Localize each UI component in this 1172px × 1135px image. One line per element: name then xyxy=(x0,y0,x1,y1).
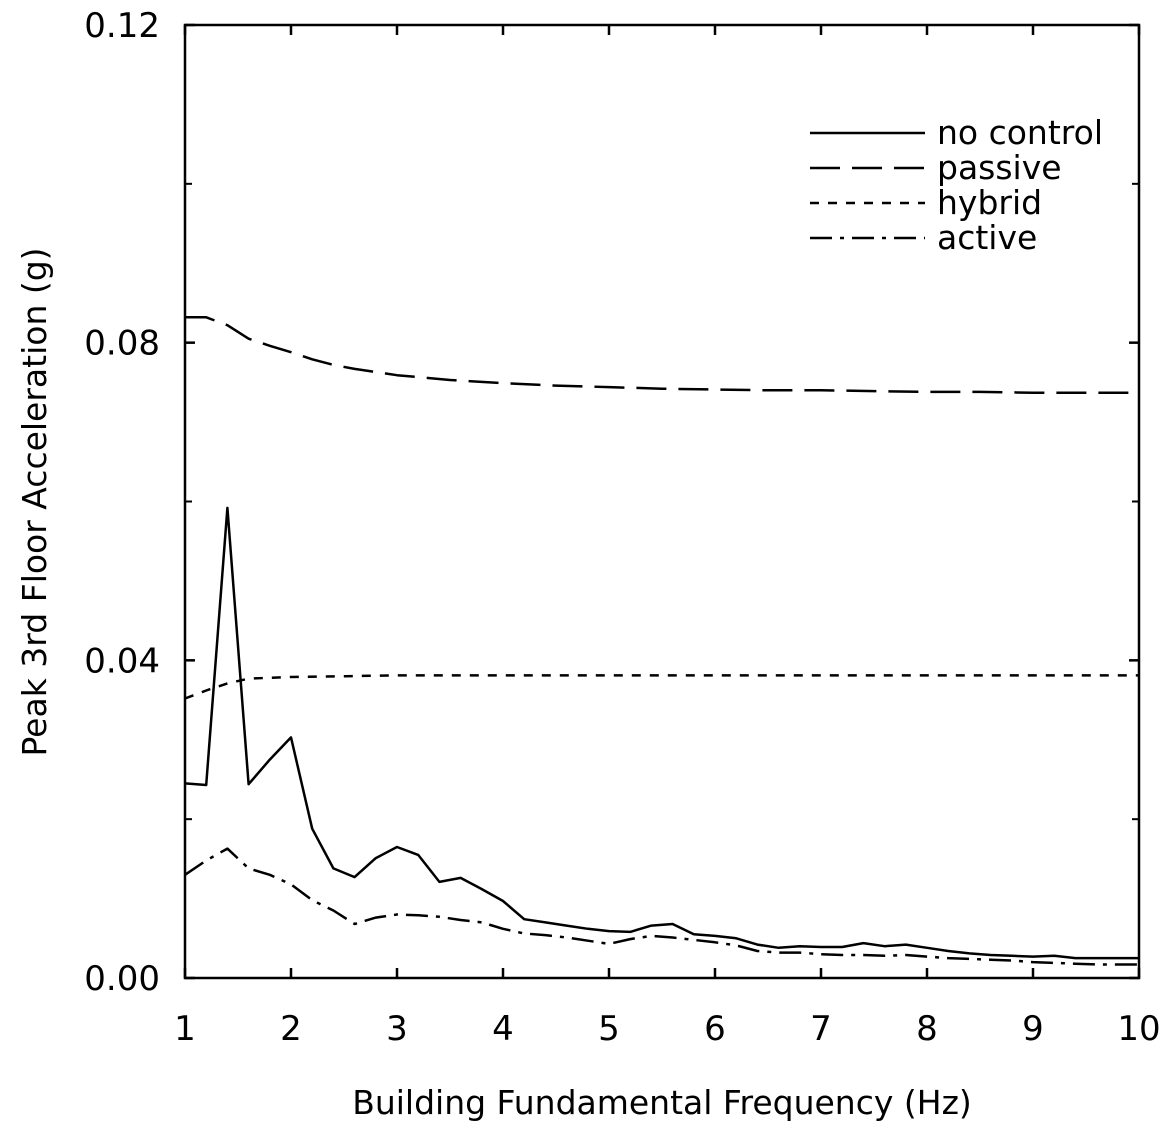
x-tick-label: 3 xyxy=(386,1009,408,1049)
legend-label-active: active xyxy=(937,218,1037,257)
y-tick-label: 0.08 xyxy=(84,324,160,364)
series-layer xyxy=(184,316,1139,966)
series-line-no-control xyxy=(184,506,1139,960)
legend-label-hybrid: hybrid xyxy=(937,183,1042,222)
x-tick-label: 6 xyxy=(704,1009,726,1049)
x-tick-label: 2 xyxy=(280,1009,302,1049)
x-tick-label: 4 xyxy=(492,1009,514,1049)
x-tick-label: 10 xyxy=(1117,1009,1160,1049)
series-line-hybrid xyxy=(184,674,1139,700)
x-tick-label: 1 xyxy=(174,1009,196,1049)
y-tick-label: 0.12 xyxy=(84,6,160,46)
y-axis-title: Peak 3rd Floor Acceleration (g) xyxy=(15,247,54,756)
x-axis-title: Building Fundamental Frequency (Hz) xyxy=(352,1083,972,1122)
series-line-passive xyxy=(185,316,1139,394)
x-tick-label: 9 xyxy=(1022,1009,1044,1049)
x-tick-label: 8 xyxy=(916,1009,938,1049)
x-tick-label: 5 xyxy=(598,1009,620,1049)
legend-label-passive: passive xyxy=(937,148,1062,187)
y-tick-label: 0.04 xyxy=(84,641,160,681)
legend-label-no-control: no control xyxy=(937,113,1103,152)
x-tick-label: 7 xyxy=(810,1009,832,1049)
ticks-layer: 1 2 3 4 5 6 7 8 9 10 0.00 0.04 0.08 0.12 xyxy=(84,6,1160,1049)
y-tick-label: 0.00 xyxy=(84,959,160,999)
series-line-active xyxy=(184,847,1139,966)
